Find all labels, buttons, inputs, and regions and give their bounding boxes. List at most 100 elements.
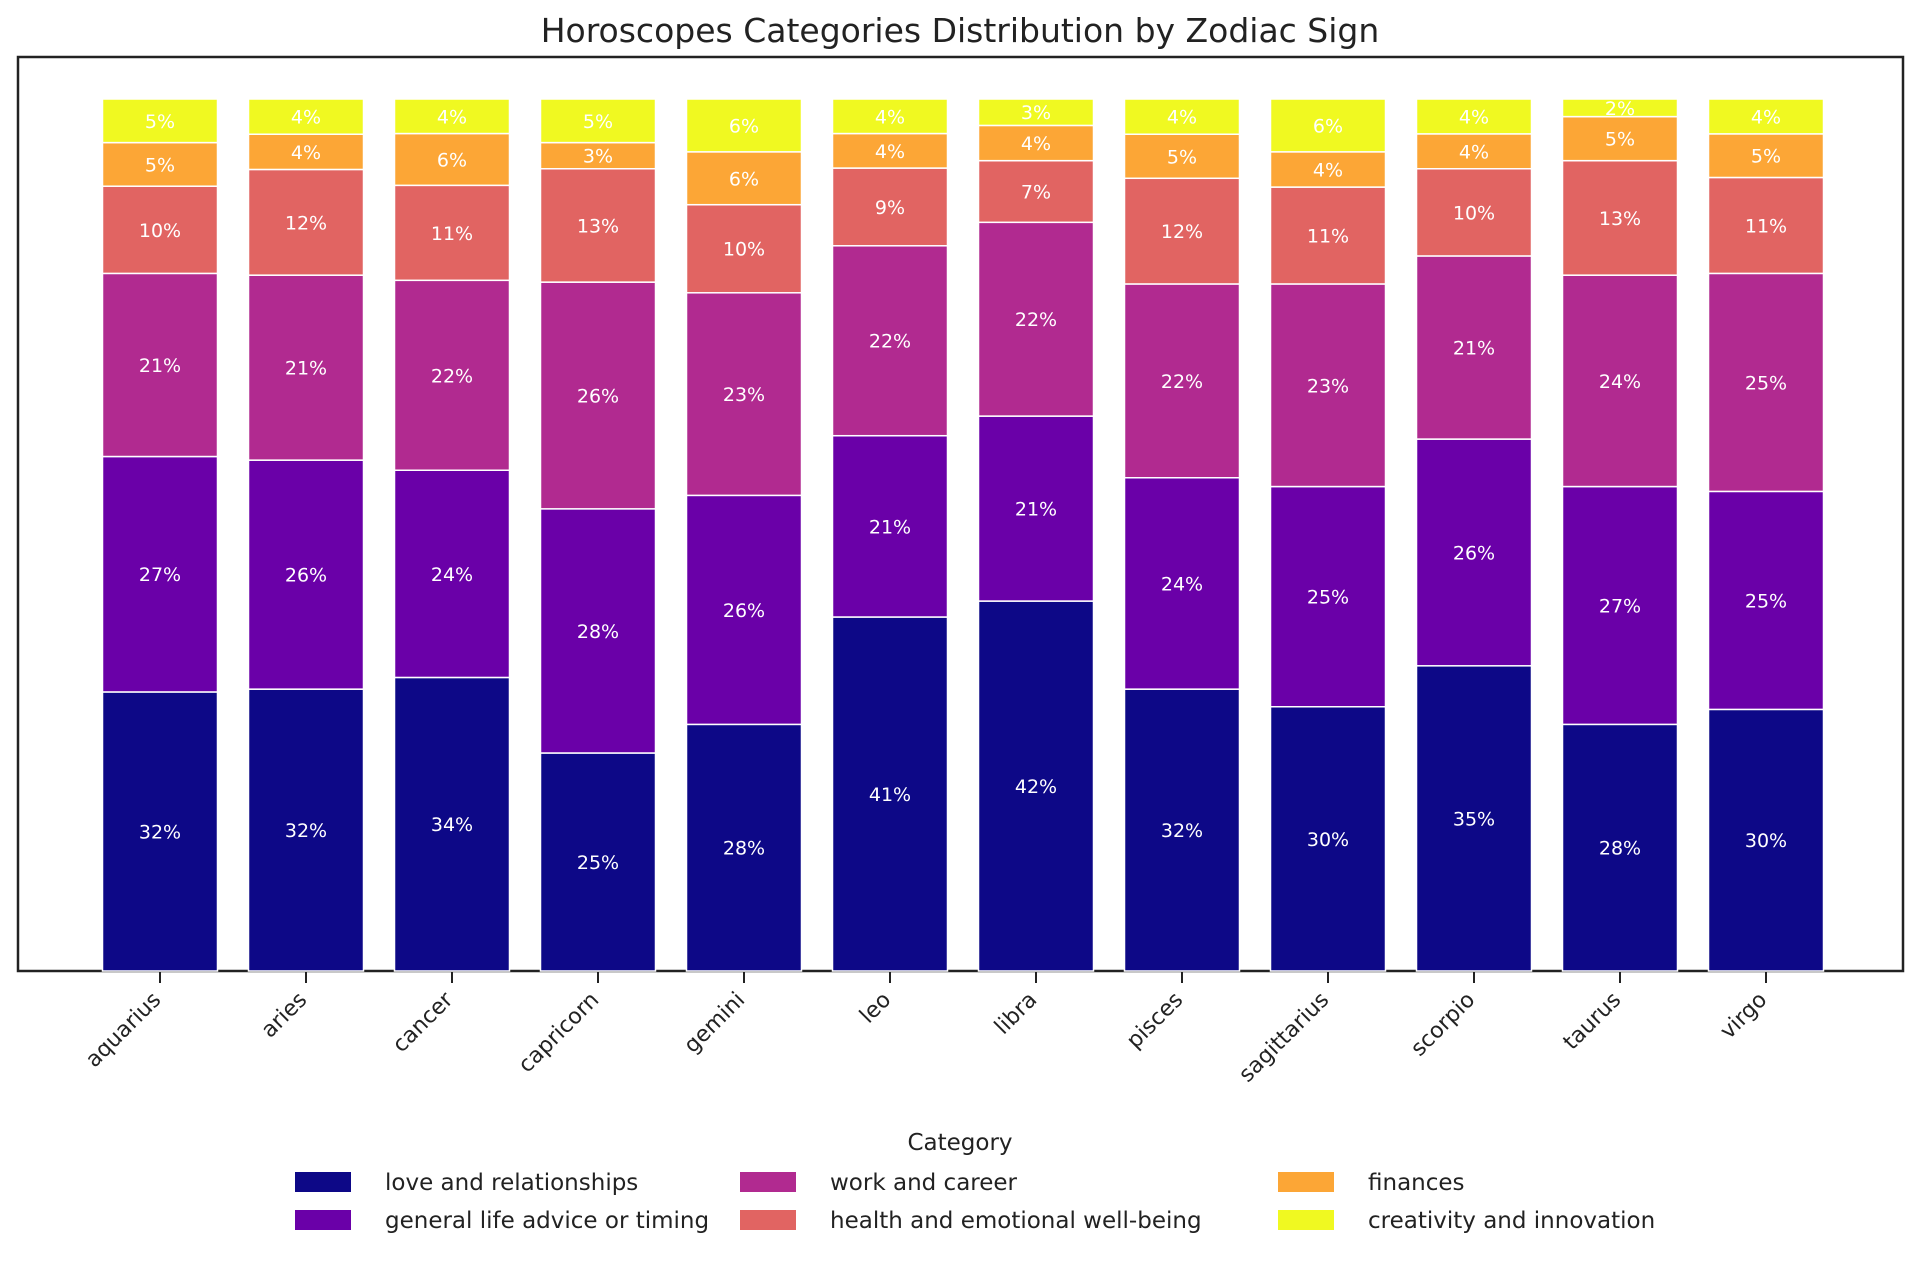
- segment-label-aries-4: 4%: [291, 142, 321, 164]
- bar-segment-aquarius-4: [101, 141, 219, 187]
- bar-segment-cancer-5: [393, 98, 511, 135]
- bar-segment-pisces-1: [1123, 476, 1241, 690]
- segment-label-aries-2: 21%: [285, 358, 327, 380]
- bar-segment-scorpio-3: [1415, 168, 1533, 257]
- segment-label-aquarius-1: 27%: [139, 564, 181, 586]
- x-axis: aquarius aries cancer capricorn gemini leo lib…: [81, 972, 1772, 1087]
- segment-label-scorpio-5: 4%: [1459, 106, 1489, 128]
- bars-group: 32% 27% 21% 10% 5% 5% 32% 26% 21% 12% 4% 4% 34% 24% 22…: [101, 98, 1825, 972]
- legend-swatch-3: [740, 1210, 796, 1230]
- segment-label-taurus-4: 5%: [1605, 129, 1635, 151]
- bar-segment-sagittarius-2: [1269, 283, 1387, 488]
- bar-segment-gemini-2: [685, 292, 803, 497]
- segment-label-capricorn-3: 13%: [577, 215, 619, 237]
- x-tick-label-virgo: virgo: [1716, 988, 1773, 1045]
- segment-label-capricorn-0: 25%: [577, 852, 619, 874]
- bar-segment-aries-3: [247, 168, 365, 276]
- segment-label-pisces-2: 22%: [1161, 371, 1203, 393]
- segment-label-gemini-4: 6%: [729, 168, 759, 190]
- segment-label-virgo-0: 30%: [1745, 830, 1787, 852]
- segment-label-leo-1: 21%: [869, 516, 911, 538]
- bar-segment-taurus-2: [1561, 274, 1679, 488]
- legend-title: Category: [907, 1130, 1012, 1156]
- x-tick-label-aries: aries: [257, 988, 313, 1044]
- segment-label-aquarius-2: 21%: [139, 355, 181, 377]
- plot-area-frame: [16, 55, 1905, 973]
- bar-segment-virgo-1: [1707, 490, 1825, 711]
- segment-label-cancer-1: 24%: [431, 564, 473, 586]
- segment-label-leo-4: 4%: [875, 141, 905, 163]
- bar-segment-libra-2: [977, 221, 1095, 417]
- segment-label-gemini-2: 23%: [723, 384, 765, 406]
- bar-segment-sagittarius-5: [1269, 98, 1387, 153]
- segment-label-gemini-5: 6%: [729, 115, 759, 137]
- segment-label-aries-3: 12%: [285, 212, 327, 234]
- segment-label-taurus-5: 2%: [1605, 98, 1635, 120]
- bar-segment-libra-4: [977, 124, 1095, 162]
- segment-label-pisces-3: 12%: [1161, 221, 1203, 243]
- segment-label-gemini-3: 10%: [723, 239, 765, 261]
- segment-label-aquarius-0: 32%: [139, 821, 181, 843]
- bar-segment-aries-2: [247, 274, 365, 461]
- segment-label-taurus-1: 27%: [1599, 595, 1641, 617]
- segment-label-sagittarius-0: 30%: [1307, 829, 1349, 851]
- bar-segment-capricorn-5: [539, 98, 657, 144]
- segment-label-aquarius-4: 5%: [145, 154, 175, 176]
- segment-label-sagittarius-2: 23%: [1307, 375, 1349, 397]
- bar-segment-leo-3: [831, 167, 949, 247]
- bar-segment-capricorn-0: [539, 752, 657, 972]
- segment-label-aries-1: 26%: [285, 565, 327, 587]
- segment-label-leo-5: 4%: [875, 106, 905, 128]
- segment-label-aries-5: 4%: [291, 107, 321, 129]
- segment-label-libra-0: 42%: [1015, 776, 1057, 798]
- bar-segment-leo-1: [831, 434, 949, 618]
- segment-label-pisces-4: 5%: [1167, 146, 1197, 168]
- x-tick-label-gemini: gemini: [679, 988, 750, 1059]
- bar-segment-sagittarius-4: [1269, 151, 1387, 188]
- segment-label-leo-0: 41%: [869, 784, 911, 806]
- bar-segment-aquarius-3: [101, 185, 219, 275]
- segment-label-sagittarius-4: 4%: [1313, 159, 1343, 181]
- bar-segment-aquarius-5: [101, 98, 219, 144]
- legend-swatch-2: [740, 1172, 796, 1192]
- chart-title: Horoscopes Categories Distribution by Zo…: [541, 11, 1380, 50]
- legend-swatch-4: [1278, 1172, 1334, 1192]
- legend-label-5: creativity and innovation: [1368, 1208, 1655, 1234]
- segment-label-taurus-2: 24%: [1599, 371, 1641, 393]
- segment-label-gemini-0: 28%: [723, 838, 765, 860]
- bar-segment-virgo-4: [1707, 133, 1825, 179]
- segment-label-sagittarius-1: 25%: [1307, 587, 1349, 609]
- bar-segment-aquarius-1: [101, 455, 219, 693]
- bar-segment-taurus-1: [1561, 485, 1679, 726]
- x-tick-label-libra: libra: [990, 988, 1042, 1040]
- segment-label-sagittarius-3: 11%: [1307, 226, 1349, 248]
- bar-segment-aries-0: [247, 688, 365, 972]
- segment-label-virgo-4: 5%: [1751, 146, 1781, 168]
- legend-label-4: finances: [1368, 1170, 1465, 1196]
- x-tick-label-cancer: cancer: [388, 987, 459, 1058]
- bar-segment-taurus-0: [1561, 723, 1679, 972]
- bar-segment-virgo-3: [1707, 176, 1825, 275]
- bar-segment-libra-0: [977, 600, 1095, 972]
- segment-label-taurus-0: 28%: [1599, 838, 1641, 860]
- bar-segment-scorpio-5: [1415, 98, 1533, 135]
- bar-segment-scorpio-4: [1415, 133, 1533, 170]
- legend-label-1: general life advice or timing: [385, 1208, 709, 1234]
- segment-label-sagittarius-5: 6%: [1313, 115, 1343, 137]
- bar-segment-leo-2: [831, 245, 949, 437]
- x-tick-label-taurus: taurus: [1559, 988, 1627, 1056]
- segment-label-capricorn-4: 3%: [583, 146, 613, 168]
- segment-label-leo-2: 22%: [869, 331, 911, 353]
- x-tick-label-scorpio: scorpio: [1406, 988, 1480, 1062]
- bar-segment-virgo-5: [1707, 98, 1825, 135]
- bar-segment-taurus-5: [1561, 98, 1679, 118]
- segment-label-cancer-3: 11%: [431, 223, 473, 245]
- bar-segment-libra-1: [977, 415, 1095, 602]
- segment-label-aquarius-5: 5%: [145, 111, 175, 133]
- bar-segment-sagittarius-1: [1269, 485, 1387, 708]
- segment-label-capricorn-1: 28%: [577, 621, 619, 643]
- bar-segment-taurus-3: [1561, 159, 1679, 276]
- bar-segment-leo-0: [831, 616, 949, 972]
- bar-segment-pisces-0: [1123, 688, 1241, 972]
